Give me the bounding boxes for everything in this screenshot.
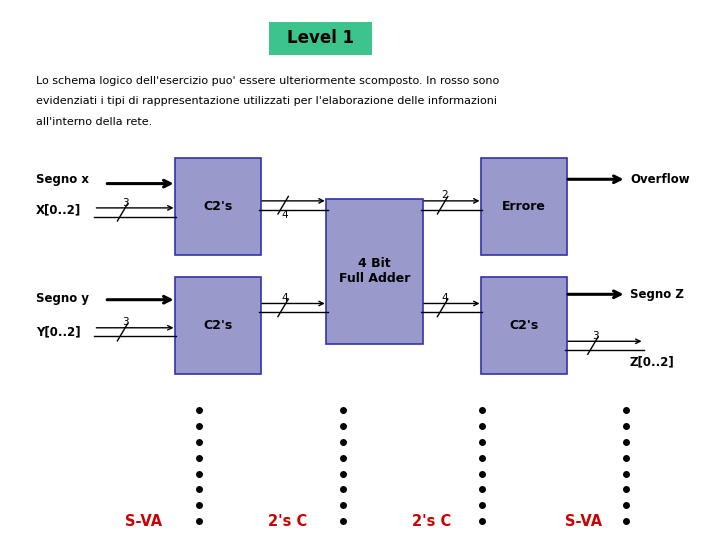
- Text: 2: 2: [441, 191, 448, 200]
- Text: C2's: C2's: [203, 319, 233, 332]
- Text: Lo schema logico dell'esercizio puo' essere ulteriormente scomposto. In rosso so: Lo schema logico dell'esercizio puo' ess…: [36, 76, 499, 86]
- Text: 2's C: 2's C: [269, 514, 307, 529]
- Text: S-VA: S-VA: [564, 514, 602, 529]
- FancyBboxPatch shape: [481, 158, 567, 255]
- Text: Segno y: Segno y: [36, 292, 89, 305]
- FancyBboxPatch shape: [481, 277, 567, 374]
- Text: Y[0..2]: Y[0..2]: [36, 326, 81, 339]
- Text: Errore: Errore: [502, 200, 546, 213]
- Text: S-VA: S-VA: [125, 514, 163, 529]
- FancyBboxPatch shape: [175, 277, 261, 374]
- Text: Overflow: Overflow: [630, 173, 690, 186]
- Text: Segno Z: Segno Z: [630, 288, 684, 301]
- Text: 4: 4: [441, 293, 448, 303]
- FancyBboxPatch shape: [175, 158, 261, 255]
- Text: 4 Bit
Full Adder: 4 Bit Full Adder: [338, 258, 410, 285]
- Text: 4: 4: [282, 210, 289, 220]
- Text: X[0..2]: X[0..2]: [36, 203, 81, 216]
- FancyBboxPatch shape: [326, 199, 423, 344]
- Text: Level 1: Level 1: [287, 29, 354, 47]
- Text: 3: 3: [592, 331, 598, 341]
- Text: 3: 3: [122, 318, 128, 327]
- Text: evidenziati i tipi di rappresentazione utilizzati per l'elaborazione delle infor: evidenziati i tipi di rappresentazione u…: [36, 96, 497, 106]
- Text: 2's C: 2's C: [413, 514, 451, 529]
- Text: C2's: C2's: [203, 200, 233, 213]
- Text: all'interno della rete.: all'interno della rete.: [36, 117, 152, 127]
- FancyBboxPatch shape: [269, 22, 372, 55]
- Text: Z[0..2]: Z[0..2]: [630, 355, 675, 368]
- Text: 4: 4: [282, 293, 289, 303]
- Text: Segno x: Segno x: [36, 173, 89, 186]
- Text: 3: 3: [122, 198, 128, 207]
- Text: C2's: C2's: [509, 319, 539, 332]
